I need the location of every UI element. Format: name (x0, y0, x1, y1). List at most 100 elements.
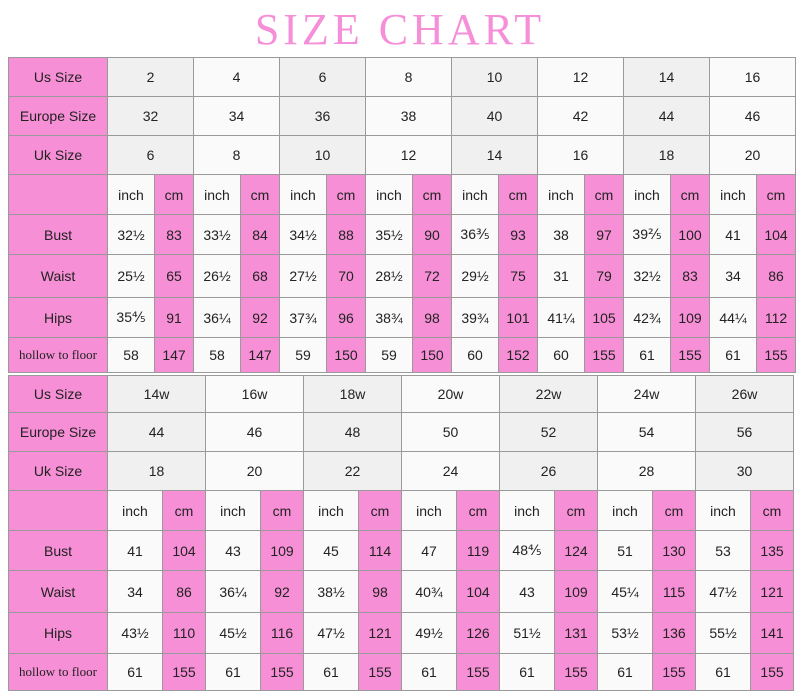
cm-cell: 131 (555, 613, 597, 653)
size-cell: 10 (280, 136, 365, 174)
cm-cell: 92 (241, 298, 279, 337)
unit-label: inch (452, 175, 498, 214)
cm-cell: 150 (327, 338, 365, 372)
inch-cell: 45¼ (598, 571, 652, 612)
unit-label: inch (194, 175, 240, 214)
row-label (9, 175, 107, 214)
size-cell: 46 (710, 97, 795, 135)
unit-label: cm (653, 491, 695, 530)
inch-cell: 60 (538, 338, 584, 372)
cm-cell: 121 (359, 613, 401, 653)
inch-cell: 38½ (304, 571, 358, 612)
unit-label: cm (457, 491, 499, 530)
inch-cell: 39⅖ (624, 215, 670, 254)
row-label: Waist (9, 571, 107, 612)
cm-cell: 109 (671, 298, 709, 337)
row-label: Hips (9, 298, 107, 337)
cm-cell: 83 (671, 255, 709, 297)
unit-label: cm (413, 175, 451, 214)
inch-cell: 61 (108, 654, 162, 690)
cm-cell: 88 (327, 215, 365, 254)
inch-cell: 43 (500, 571, 554, 612)
size-cell: 28 (598, 452, 695, 490)
cm-cell: 119 (457, 531, 499, 570)
inch-cell: 38¾ (366, 298, 412, 337)
size-cell: 16 (710, 58, 795, 96)
unit-label: inch (598, 491, 652, 530)
inch-cell: 34½ (280, 215, 326, 254)
unit-label: inch (710, 175, 756, 214)
size-cell: 6 (108, 136, 193, 174)
inch-cell: 37¾ (280, 298, 326, 337)
cm-cell: 152 (499, 338, 537, 372)
inch-cell: 49½ (402, 613, 456, 653)
inch-cell: 41¼ (538, 298, 584, 337)
title: SIZE CHART (254, 5, 546, 54)
cm-cell: 155 (457, 654, 499, 690)
size-cell: 18w (304, 376, 401, 412)
cm-cell: 75 (499, 255, 537, 297)
inch-cell: 26½ (194, 255, 240, 297)
inch-cell: 55½ (696, 613, 750, 653)
inch-cell: 51½ (500, 613, 554, 653)
cm-cell: 155 (163, 654, 205, 690)
inch-cell: 32½ (624, 255, 670, 297)
unit-label: cm (671, 175, 709, 214)
inch-cell: 45½ (206, 613, 260, 653)
inch-cell: 41 (108, 531, 162, 570)
unit-label: cm (359, 491, 401, 530)
size-cell: 30 (696, 452, 793, 490)
size-cell: 26 (500, 452, 597, 490)
unit-label: cm (499, 175, 537, 214)
inch-cell: 45 (304, 531, 358, 570)
size-cell: 48 (304, 413, 401, 451)
size-cell: 50 (402, 413, 499, 451)
cm-cell: 86 (757, 255, 795, 297)
cm-cell: 109 (555, 571, 597, 612)
inch-cell: 58 (194, 338, 240, 372)
size-cell: 22 (304, 452, 401, 490)
inch-cell: 38 (538, 215, 584, 254)
cm-cell: 104 (757, 215, 795, 254)
inch-cell: 47 (402, 531, 456, 570)
row-label: hollow to floor (9, 654, 107, 690)
row-label: Uk Size (9, 452, 107, 490)
unit-label: inch (366, 175, 412, 214)
inch-cell: 47½ (304, 613, 358, 653)
size-cell: 18 (624, 136, 709, 174)
cm-cell: 155 (261, 654, 303, 690)
unit-label: inch (624, 175, 670, 214)
inch-cell: 43 (206, 531, 260, 570)
inch-cell: 58 (108, 338, 154, 372)
size-cell: 52 (500, 413, 597, 451)
cm-cell: 155 (555, 654, 597, 690)
unit-label: inch (108, 175, 154, 214)
cm-cell: 114 (359, 531, 401, 570)
size-cell: 46 (206, 413, 303, 451)
size-cell: 14 (624, 58, 709, 96)
size-cell: 24w (598, 376, 695, 412)
inch-cell: 53½ (598, 613, 652, 653)
cm-cell: 155 (757, 338, 795, 372)
size-cell: 20 (710, 136, 795, 174)
inch-cell: 41 (710, 215, 756, 254)
cm-cell: 130 (653, 531, 695, 570)
size-cell: 14 (452, 136, 537, 174)
row-label: Europe Size (9, 413, 107, 451)
inch-cell: 53 (696, 531, 750, 570)
inch-cell: 36¼ (206, 571, 260, 612)
size-cell: 4 (194, 58, 279, 96)
size-cell: 24 (402, 452, 499, 490)
size-cell: 14w (108, 376, 205, 412)
inch-cell: 29½ (452, 255, 498, 297)
cm-cell: 68 (241, 255, 279, 297)
cm-cell: 72 (413, 255, 451, 297)
size-cell: 44 (108, 413, 205, 451)
inch-cell: 61 (696, 654, 750, 690)
size-cell: 32 (108, 97, 193, 135)
unit-label: cm (751, 491, 793, 530)
size-table: Us Size 2 4 6 8 10 12 14 16 Europe Size 32 34 36 38 40… (8, 57, 796, 373)
cm-cell: 109 (261, 531, 303, 570)
unit-label: inch (500, 491, 554, 530)
